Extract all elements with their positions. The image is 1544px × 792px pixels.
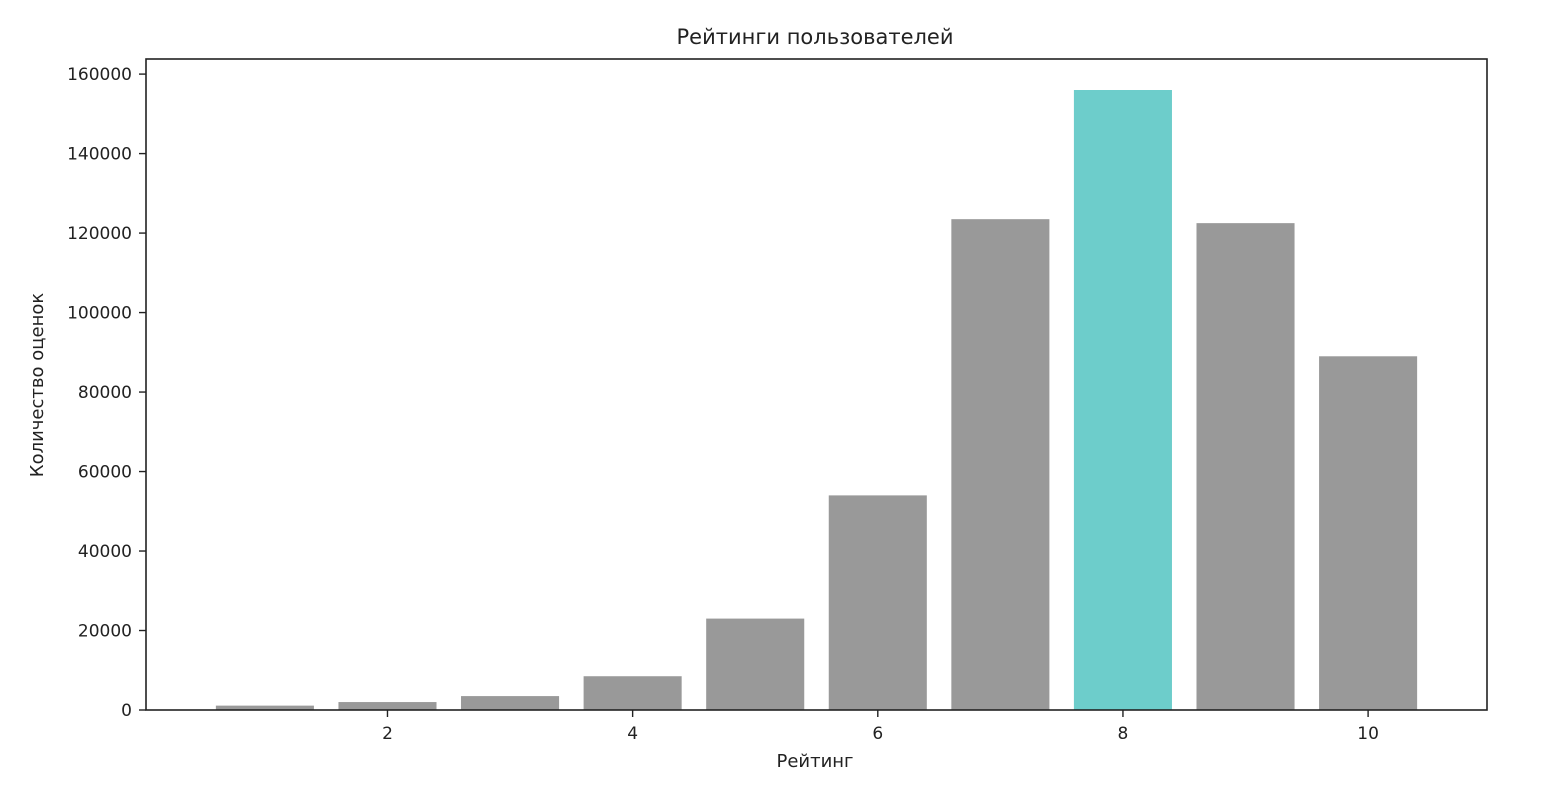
bar-rating-4 bbox=[583, 676, 682, 710]
y-tick-label: 20000 bbox=[78, 622, 132, 642]
y-tick-label: 160000 bbox=[67, 65, 132, 85]
y-axis-title: Количество оценок bbox=[27, 293, 48, 478]
bar-rating-9 bbox=[1196, 223, 1295, 710]
y-tick-label: 0 bbox=[121, 701, 132, 721]
x-tick-label: 2 bbox=[382, 724, 393, 744]
y-tick-label: 40000 bbox=[78, 542, 132, 562]
bar-rating-5 bbox=[706, 618, 805, 710]
y-tick-label: 140000 bbox=[67, 145, 132, 165]
bars-layer bbox=[215, 90, 1418, 711]
y-tick-label: 100000 bbox=[67, 304, 132, 324]
y-tick-label: 60000 bbox=[78, 463, 132, 483]
plot-frame bbox=[145, 58, 1488, 711]
bar-rating-6 bbox=[828, 495, 927, 710]
x-tick-label: 4 bbox=[627, 724, 638, 744]
y-axis: 0 20000 40000 60000 80000 100000 120000 140000 1… bbox=[67, 65, 146, 721]
bar-rating-8 bbox=[1073, 90, 1172, 710]
x-tick-label: 6 bbox=[872, 724, 883, 744]
bar-rating-1 bbox=[215, 705, 314, 710]
x-tick-label: 10 bbox=[1357, 724, 1379, 744]
chart-title: Рейтинги пользователей bbox=[677, 25, 954, 49]
bar-rating-7 bbox=[951, 219, 1050, 711]
bar-rating-10 bbox=[1319, 356, 1418, 710]
y-tick-label: 80000 bbox=[78, 383, 132, 403]
x-axis: 2 4 6 8 10 bbox=[382, 710, 1379, 744]
bar-rating-2 bbox=[338, 702, 437, 710]
y-tick-label: 120000 bbox=[67, 224, 132, 244]
x-tick-label: 8 bbox=[1118, 724, 1129, 744]
bar-rating-3 bbox=[461, 696, 560, 710]
x-axis-title: Рейтинг bbox=[776, 751, 853, 772]
